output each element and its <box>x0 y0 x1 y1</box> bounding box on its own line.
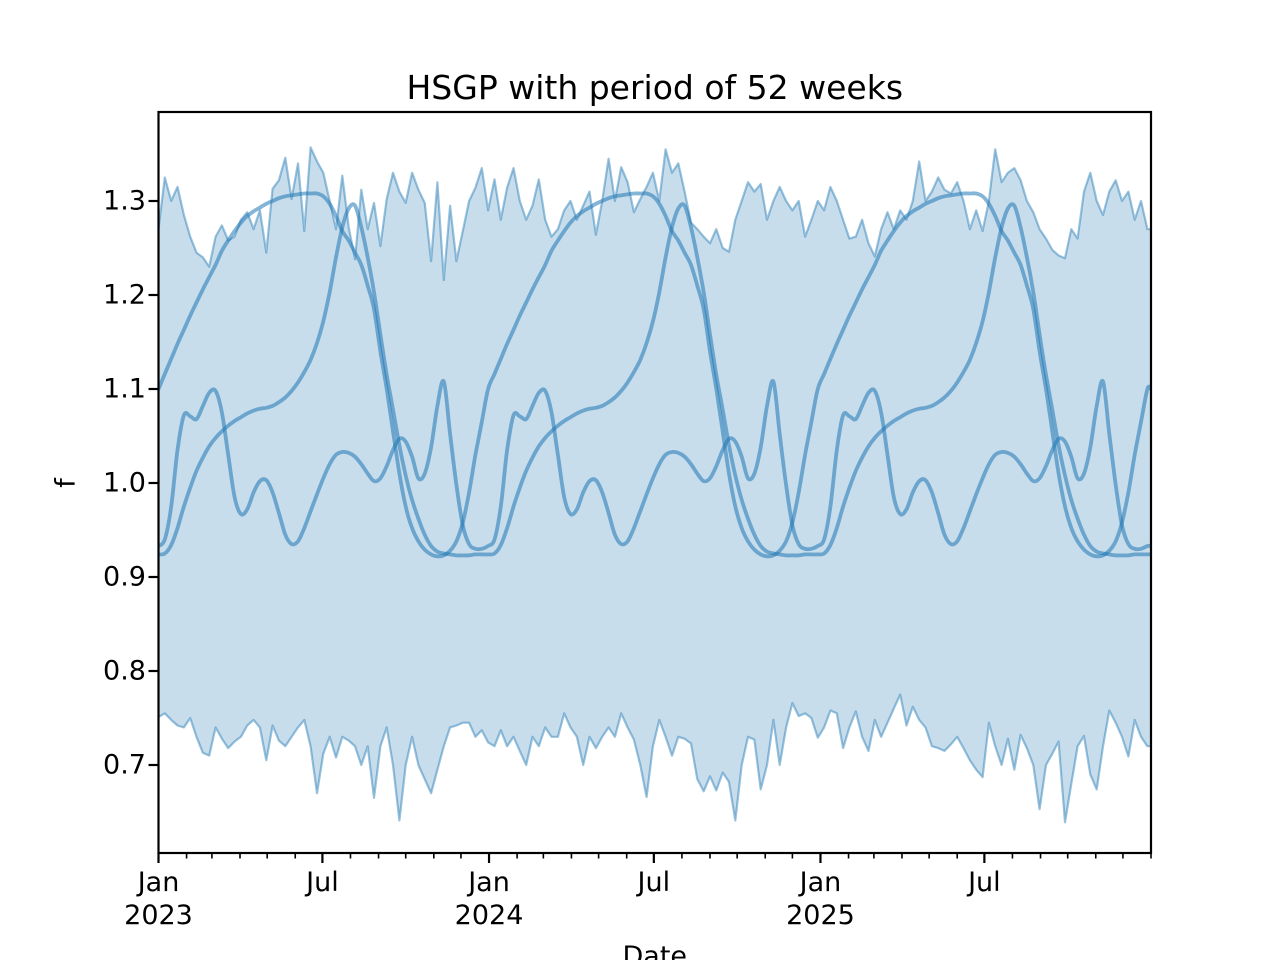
x-tick-label: Jan 2025 <box>786 867 855 931</box>
y-axis-label: f <box>50 478 82 488</box>
y-tick-label: 1.3 <box>103 185 146 217</box>
band-lower-edge <box>158 693 1151 824</box>
y-tick-label: 0.8 <box>103 655 146 687</box>
sample-curve-2 <box>158 202 1151 558</box>
band-upper-edge <box>158 146 1151 282</box>
x-tick-label: Jan 2023 <box>124 867 193 931</box>
sample-curve-1 <box>158 191 1151 559</box>
sample-curve-3 <box>158 378 1151 552</box>
uncertainty-band <box>158 147 1151 823</box>
x-axis-label: Date <box>622 941 688 960</box>
x-tick-label: Jan 2024 <box>454 867 524 931</box>
y-tick-label: 1.1 <box>103 373 146 405</box>
y-tick-label: 1.2 <box>103 279 146 311</box>
chart-title: HSGP with period of 52 weeks <box>406 68 904 107</box>
y-tick-label: 0.7 <box>103 749 146 781</box>
x-tick-label: Jul <box>637 867 671 898</box>
x-tick-label: Jul <box>306 867 339 898</box>
y-tick-label: 0.9 <box>103 561 146 593</box>
x-tick-label: Jul <box>968 867 1001 898</box>
y-tick-label: 1.0 <box>103 467 146 499</box>
